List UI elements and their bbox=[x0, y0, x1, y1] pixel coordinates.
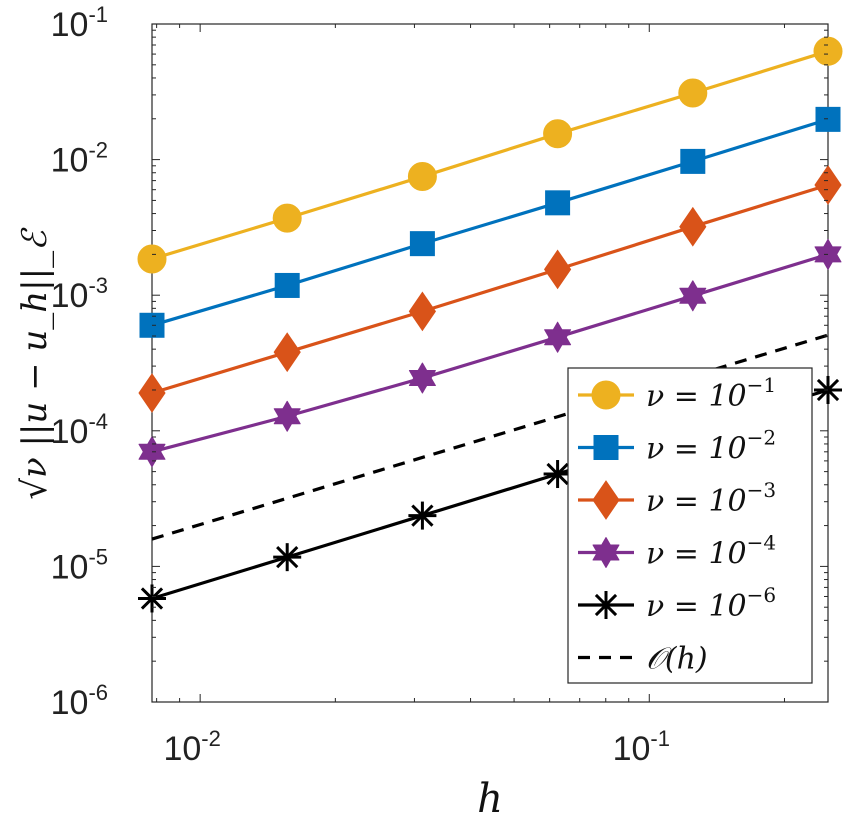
legend-label: ν = 10−3 bbox=[646, 478, 776, 519]
data-point bbox=[138, 436, 166, 468]
legend-entry: ν = 10−1 bbox=[578, 373, 776, 414]
legend-entry: ν = 10−6 bbox=[578, 583, 776, 624]
legend-label: ν = 10−6 bbox=[646, 583, 776, 624]
data-point bbox=[543, 119, 573, 149]
data-point bbox=[815, 106, 841, 132]
y-tick-label: 10-6 bbox=[51, 680, 108, 722]
legend-entry: 𝒪(h) bbox=[578, 642, 708, 677]
legend-marker bbox=[592, 480, 620, 520]
hexagram-part bbox=[544, 329, 572, 353]
data-point bbox=[408, 291, 437, 332]
legend-label: ν = 10−1 bbox=[646, 373, 776, 414]
legend-entry: ν = 10−2 bbox=[578, 426, 776, 467]
legend-marker bbox=[593, 435, 619, 460]
asterisk-stroke bbox=[546, 462, 569, 486]
data-point bbox=[409, 231, 435, 257]
hexagram-part bbox=[273, 408, 301, 432]
y-tick-label: 10-3 bbox=[51, 273, 108, 315]
series-2 bbox=[138, 165, 842, 413]
y-tick-label: 10-1 bbox=[51, 2, 108, 44]
asterisk-stroke bbox=[594, 593, 618, 617]
x-tick-label: 10-2 bbox=[163, 726, 220, 768]
data-point bbox=[678, 78, 708, 108]
data-point bbox=[545, 190, 571, 216]
y-tick-label: 10-5 bbox=[51, 544, 108, 586]
data-point bbox=[814, 165, 842, 205]
data-point bbox=[543, 249, 572, 290]
y-tick-label: 10-2 bbox=[51, 138, 108, 180]
data-point bbox=[273, 543, 302, 572]
hexagram-part bbox=[679, 287, 707, 312]
legend-label: ν = 10−2 bbox=[646, 426, 776, 467]
series-line bbox=[151, 252, 829, 454]
series-line bbox=[151, 117, 829, 327]
data-point bbox=[272, 203, 302, 233]
asterisk-stroke bbox=[276, 546, 299, 569]
y-tick-label: 10-4 bbox=[51, 409, 108, 451]
series-1 bbox=[139, 106, 841, 338]
legend-marker bbox=[591, 380, 621, 410]
y-axis-label: √ν ||u − u_h||_ℰ bbox=[15, 227, 55, 500]
data-point bbox=[274, 272, 300, 298]
data-point bbox=[814, 238, 842, 270]
asterisk-stroke bbox=[411, 504, 434, 527]
x-tick-label: 10-1 bbox=[613, 726, 670, 768]
data-point bbox=[813, 36, 843, 66]
asterisk-stroke bbox=[140, 587, 164, 610]
series-3 bbox=[138, 238, 842, 468]
series-line bbox=[151, 183, 829, 395]
hexagram-part bbox=[408, 370, 436, 394]
data-point bbox=[137, 244, 167, 274]
legend-marker bbox=[592, 537, 620, 568]
legend-box bbox=[567, 367, 813, 684]
legend-marker bbox=[592, 591, 620, 619]
series-line bbox=[151, 49, 829, 261]
data-point bbox=[680, 148, 706, 174]
x-axis-label: h bbox=[477, 776, 503, 820]
data-point bbox=[679, 206, 707, 247]
data-point bbox=[407, 162, 437, 192]
legend-label: ν = 10−4 bbox=[646, 531, 776, 572]
hexagram-part bbox=[814, 246, 842, 270]
legend-entry: ν = 10−3 bbox=[578, 478, 776, 520]
data-point bbox=[408, 362, 436, 394]
data-point bbox=[408, 501, 437, 530]
hexagram-part bbox=[592, 544, 620, 568]
data-point bbox=[138, 584, 166, 613]
legend-label: 𝒪(h) bbox=[646, 642, 708, 677]
data-point bbox=[679, 280, 707, 312]
data-point bbox=[544, 321, 572, 353]
data-point bbox=[543, 460, 572, 489]
legend-entry: ν = 10−4 bbox=[578, 531, 776, 572]
data-point bbox=[273, 400, 301, 432]
data-point bbox=[138, 373, 166, 413]
data-point bbox=[273, 332, 301, 373]
